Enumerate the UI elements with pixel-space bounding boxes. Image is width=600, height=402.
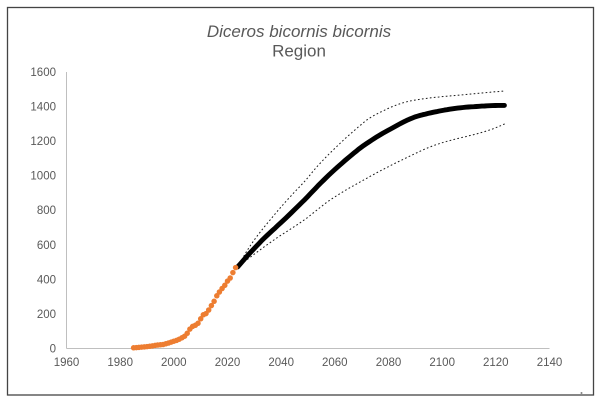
svg-text:400: 400: [37, 274, 56, 286]
svg-text:2040: 2040: [268, 357, 294, 369]
svg-text:1980: 1980: [107, 357, 133, 369]
svg-text:0: 0: [50, 344, 56, 356]
svg-text:2060: 2060: [322, 357, 348, 369]
svg-text:200: 200: [37, 309, 56, 321]
svg-text:2140: 2140: [537, 357, 563, 369]
svg-text:2000: 2000: [161, 357, 187, 369]
svg-text:1000: 1000: [30, 171, 56, 183]
svg-text:1400: 1400: [30, 102, 56, 114]
svg-text:2020: 2020: [215, 357, 241, 369]
svg-text:1960: 1960: [54, 357, 80, 369]
svg-text:Region: Region: [272, 42, 326, 61]
svg-text:600: 600: [37, 240, 56, 252]
svg-text:Diceros bicornis bicornis: Diceros bicornis bicornis: [207, 22, 392, 41]
svg-text:2120: 2120: [483, 357, 509, 369]
svg-text:2100: 2100: [429, 357, 455, 369]
svg-text:1600: 1600: [30, 67, 56, 79]
svg-text:2080: 2080: [376, 357, 402, 369]
svg-text:800: 800: [37, 205, 56, 217]
svg-text:1200: 1200: [30, 136, 56, 148]
